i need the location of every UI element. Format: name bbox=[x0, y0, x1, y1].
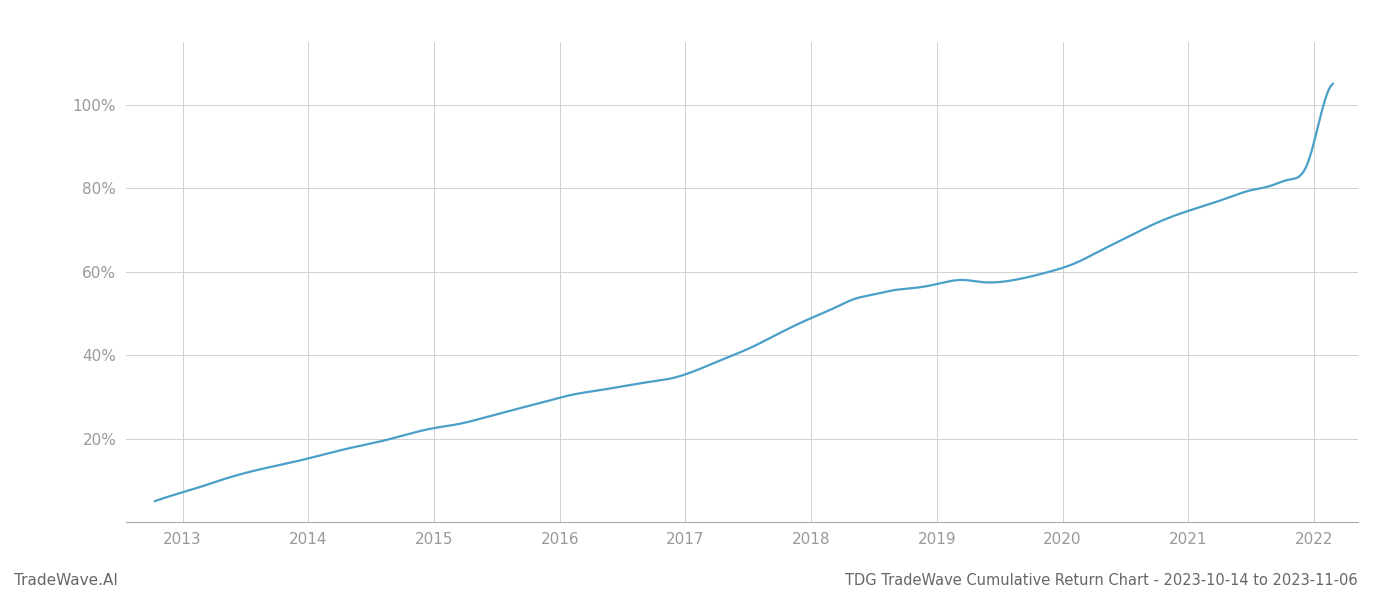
Text: TradeWave.AI: TradeWave.AI bbox=[14, 573, 118, 588]
Text: TDG TradeWave Cumulative Return Chart - 2023-10-14 to 2023-11-06: TDG TradeWave Cumulative Return Chart - … bbox=[846, 573, 1358, 588]
